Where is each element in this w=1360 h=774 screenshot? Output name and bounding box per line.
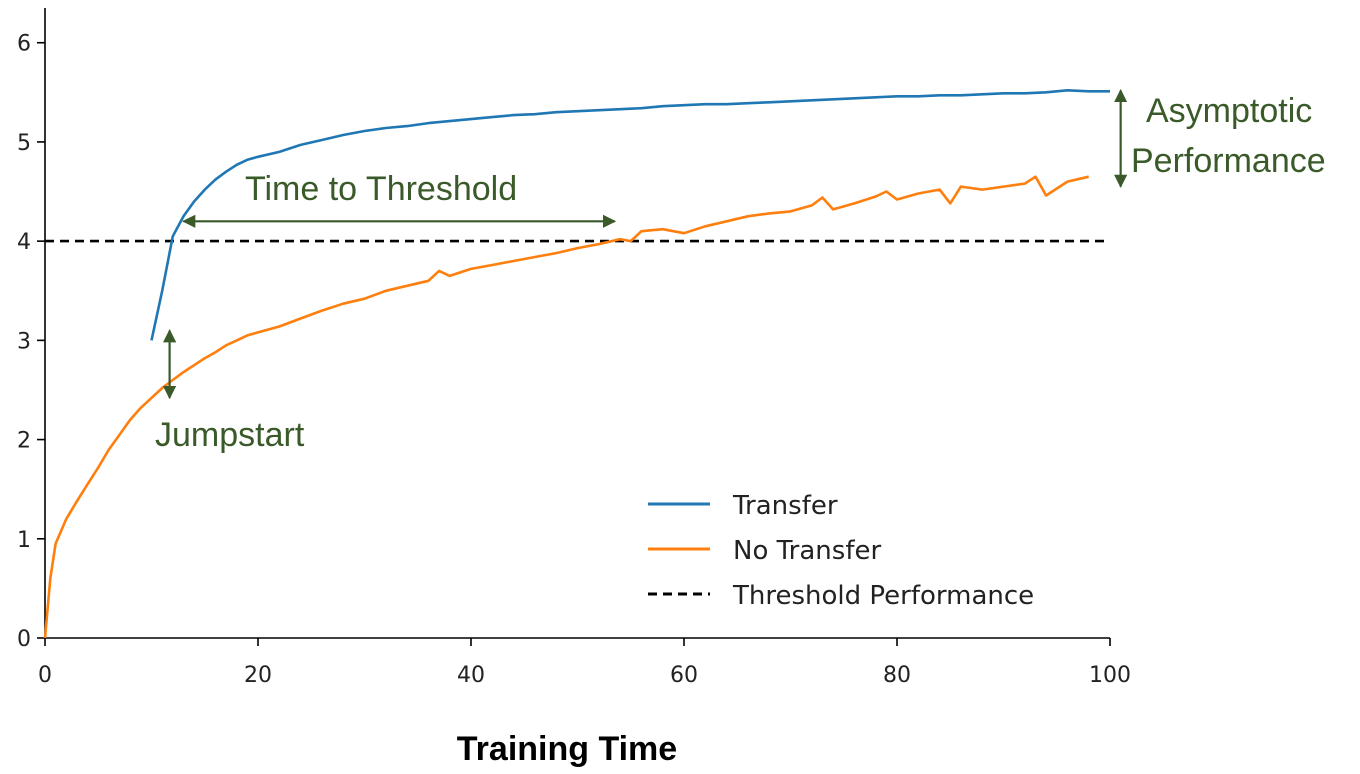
y-tick-label: 4 xyxy=(17,230,31,255)
y-ticks: 0 1 2 3 4 5 6 xyxy=(17,32,45,652)
y-tick-label: 6 xyxy=(17,32,31,57)
y-tick-label: 2 xyxy=(17,429,31,454)
asymptotic-label-line-1: Asymptotic xyxy=(1146,92,1312,130)
x-ticks: 0 20 40 60 80 100 xyxy=(38,638,1131,688)
time-to-threshold-label: Time to Threshold xyxy=(245,170,517,208)
legend-label-no-transfer: No Transfer xyxy=(733,536,881,566)
legend-label-transfer: Transfer xyxy=(732,491,838,521)
x-tick-label: 0 xyxy=(38,663,52,688)
x-tick-label: 60 xyxy=(670,663,698,688)
legend-label-threshold: Threshold Performance xyxy=(732,581,1034,611)
y-tick-label: 5 xyxy=(17,131,31,156)
y-tick-label: 0 xyxy=(17,627,31,652)
series-line-no-transfer xyxy=(43,175,1089,639)
x-tick-label: 100 xyxy=(1089,663,1131,688)
x-tick-label: 40 xyxy=(457,663,485,688)
x-axis-title: Training Time xyxy=(457,730,677,768)
y-tick-label: 1 xyxy=(17,528,31,553)
series-line-transfer xyxy=(150,89,1110,341)
x-tick-label: 80 xyxy=(883,663,911,688)
jumpstart-label: Jumpstart xyxy=(155,416,305,454)
x-tick-label: 20 xyxy=(244,663,272,688)
y-tick-label: 3 xyxy=(17,329,31,354)
asymptotic-label-line-2: Performance xyxy=(1131,142,1326,180)
legend: Transfer No Transfer Threshold Performan… xyxy=(648,491,1034,611)
